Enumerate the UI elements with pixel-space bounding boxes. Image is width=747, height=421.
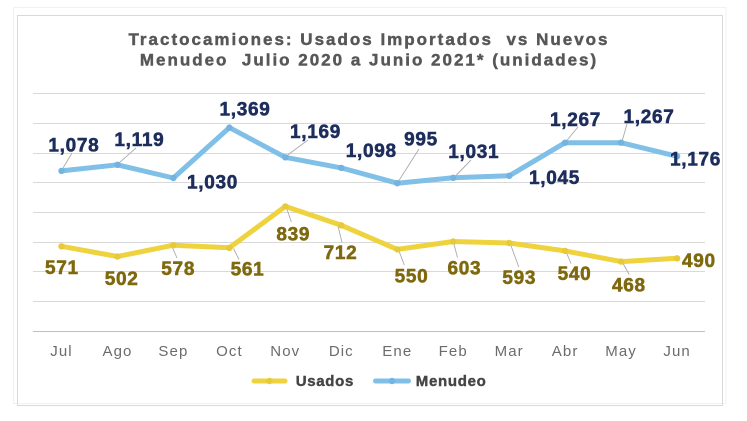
svg-text:1,119: 1,119 [114, 130, 164, 151]
svg-text:1,031: 1,031 [448, 142, 499, 163]
svg-text:Usados: Usados [296, 373, 354, 390]
svg-text:1,176: 1,176 [670, 150, 721, 171]
svg-text:1,369: 1,369 [219, 100, 270, 121]
svg-text:1,045: 1,045 [529, 168, 580, 189]
svg-text:Sep: Sep [158, 343, 188, 360]
svg-text:1,030: 1,030 [187, 173, 238, 194]
svg-text:Oct: Oct [216, 343, 243, 360]
svg-text:578: 578 [161, 259, 195, 280]
svg-text:712: 712 [324, 243, 358, 264]
svg-text:Menudeo: Menudeo [416, 373, 487, 390]
svg-text:1,267: 1,267 [550, 110, 601, 131]
svg-text:Ene: Ene [382, 343, 412, 360]
svg-text:Nov: Nov [270, 343, 300, 360]
svg-text:Mar: Mar [495, 343, 524, 360]
svg-text:Dic: Dic [329, 343, 354, 360]
svg-text:540: 540 [558, 264, 592, 285]
svg-text:Tractocamiones: Usados Importa: Tractocamiones: Usados Importados vs Nue… [128, 30, 609, 49]
svg-text:May: May [605, 343, 637, 360]
svg-text:1,098: 1,098 [346, 141, 397, 162]
svg-text:502: 502 [105, 269, 139, 290]
svg-text:1,078: 1,078 [48, 136, 99, 157]
svg-text:Abr: Abr [552, 343, 579, 360]
svg-text:490: 490 [682, 251, 716, 272]
svg-text:1,169: 1,169 [290, 122, 341, 143]
svg-text:Jun: Jun [663, 343, 691, 360]
svg-text:Menudeo Julio 2020 a Junio 20: Menudeo Julio 2020 a Junio 2021* (unidad… [140, 51, 598, 70]
svg-text:Jul: Jul [50, 343, 72, 360]
svg-text:550: 550 [395, 267, 429, 288]
svg-text:561: 561 [231, 260, 265, 281]
svg-text:571: 571 [45, 258, 79, 279]
svg-text:468: 468 [612, 276, 646, 297]
svg-text:Ago: Ago [103, 343, 133, 360]
svg-text:839: 839 [276, 225, 310, 246]
svg-text:1,267: 1,267 [623, 107, 674, 128]
svg-text:Feb: Feb [439, 343, 468, 360]
svg-text:603: 603 [447, 259, 481, 280]
svg-text:995: 995 [404, 130, 438, 151]
svg-text:593: 593 [502, 268, 536, 289]
